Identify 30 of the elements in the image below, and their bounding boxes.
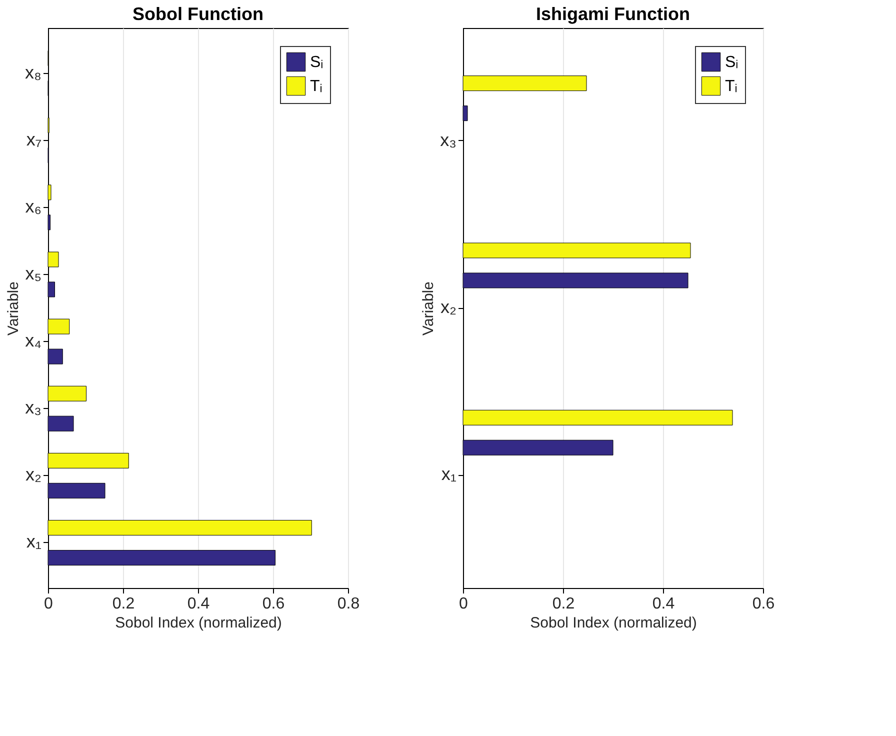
y-tick-label: x₆ (25, 196, 42, 216)
y-tick-label: x₁ (441, 464, 456, 484)
y-tick-label: x₂ (26, 464, 42, 485)
legend-label: Tᵢ (725, 78, 738, 95)
chart-title: Sobol Function (132, 4, 264, 24)
chart-title: Ishigami Function (536, 4, 690, 24)
y-tick-label: x₈ (25, 62, 42, 82)
x-tick-label: 0 (44, 596, 54, 612)
y-axis-title: Variable (5, 282, 22, 336)
y-tick-label: x₃ (25, 398, 42, 418)
y-tick-label: x₂ (440, 297, 456, 317)
legend-label: Sᵢ (310, 54, 324, 71)
y-tick-label: x₃ (440, 130, 456, 150)
x-tick-label: 0.8 (337, 596, 360, 612)
y-tick-label: x₄ (25, 330, 42, 351)
legend-label: Sᵢ (725, 54, 738, 71)
x-tick-label: 0.2 (552, 596, 575, 612)
x-axis-title: Sobol Index (normalized) (530, 614, 697, 632)
y-tick-label: x₅ (25, 263, 42, 284)
x-tick-label: 0.6 (262, 596, 285, 612)
y-axis-title: Variable (420, 282, 438, 336)
y-tick-label: x₁ (26, 532, 42, 552)
x-tick-label: 0.4 (652, 596, 675, 612)
x-tick-label: 0 (459, 596, 468, 612)
x-axis-title: Sobol Index (normalized) (115, 614, 282, 632)
legend-label: Tᵢ (310, 78, 322, 95)
x-tick-label: 0.4 (187, 596, 210, 612)
x-tick-label: 0.6 (752, 596, 775, 612)
x-tick-label: 0.2 (112, 596, 135, 612)
y-tick-label: x₇ (26, 129, 42, 150)
